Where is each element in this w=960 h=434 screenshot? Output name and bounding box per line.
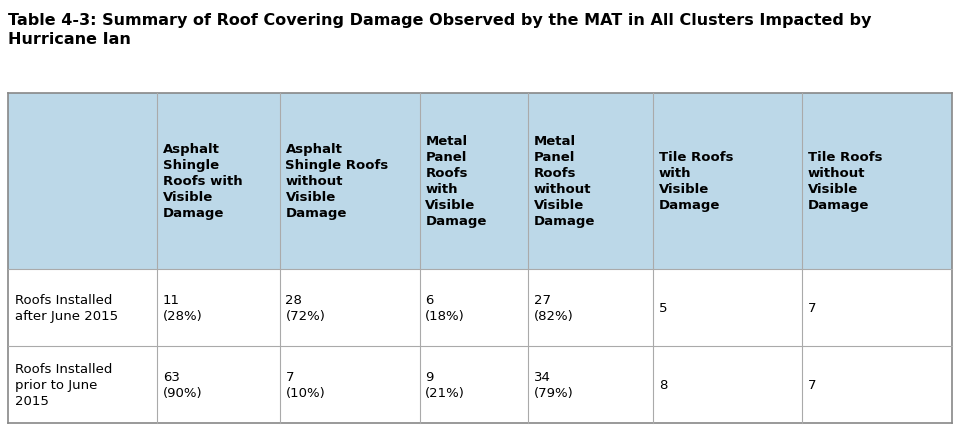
Text: Asphalt
Shingle Roofs
without
Visible
Damage: Asphalt Shingle Roofs without Visible Da…: [285, 143, 389, 220]
Text: 34
(79%): 34 (79%): [534, 370, 574, 399]
Text: Roofs Installed
prior to June
2015: Roofs Installed prior to June 2015: [15, 362, 112, 407]
Text: Metal
Panel
Roofs
with
Visible
Damage: Metal Panel Roofs with Visible Damage: [425, 135, 487, 228]
Text: Tile Roofs
without
Visible
Damage: Tile Roofs without Visible Damage: [808, 151, 882, 212]
Bar: [8, 270, 952, 346]
Text: 63
(90%): 63 (90%): [162, 370, 203, 399]
Text: 7: 7: [808, 378, 816, 391]
Text: 9
(21%): 9 (21%): [425, 370, 466, 399]
Bar: [8, 346, 952, 423]
Bar: [8, 93, 952, 270]
Text: Table 4-3: Summary of Roof Covering Damage Observed by the MAT in All Clusters I: Table 4-3: Summary of Roof Covering Dama…: [8, 13, 871, 46]
Text: Metal
Panel
Roofs
without
Visible
Damage: Metal Panel Roofs without Visible Damage: [534, 135, 595, 228]
Text: 6
(18%): 6 (18%): [425, 293, 465, 322]
Text: 28
(72%): 28 (72%): [285, 293, 325, 322]
Text: Asphalt
Shingle
Roofs with
Visible
Damage: Asphalt Shingle Roofs with Visible Damag…: [162, 143, 242, 220]
Text: 7
(10%): 7 (10%): [285, 370, 325, 399]
Text: Tile Roofs
with
Visible
Damage: Tile Roofs with Visible Damage: [659, 151, 733, 212]
Text: 11
(28%): 11 (28%): [162, 293, 203, 322]
Text: 27
(82%): 27 (82%): [534, 293, 574, 322]
Text: Roofs Installed
after June 2015: Roofs Installed after June 2015: [15, 293, 118, 322]
Text: 7: 7: [808, 302, 816, 315]
Text: 8: 8: [659, 378, 667, 391]
Text: 5: 5: [659, 302, 667, 315]
